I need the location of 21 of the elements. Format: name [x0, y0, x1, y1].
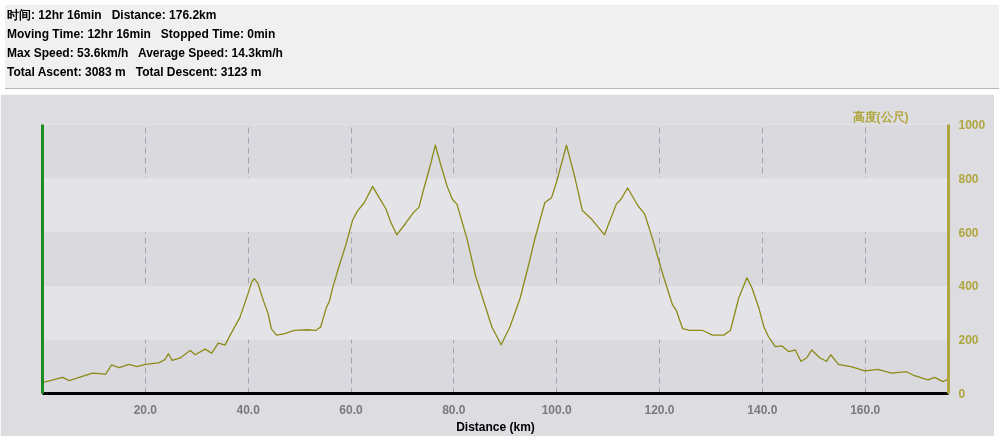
text: 时间: 12hr 16min Distance: 176.2km [7, 7, 218, 24]
x-tick-label: 160.0 [850, 402, 881, 417]
line-series [42, 144, 949, 384]
x-tick-label: 80.0 [442, 402, 466, 417]
x-tick-label: 140.0 [747, 402, 778, 417]
y-tick-label: 800 [958, 171, 979, 186]
y-tick-label: 200 [958, 333, 979, 348]
x-tick-label: 60.0 [339, 402, 364, 417]
x-tick-label: 20.0 [133, 402, 158, 417]
x-axis-title: Distance (km) [456, 419, 535, 434]
y-tick-label: 400 [958, 279, 979, 294]
x-tick-label: 40.0 [236, 402, 261, 417]
x-tick-label: 100.0 [541, 402, 573, 417]
y-axis-title: 高度(公尺) [852, 109, 909, 124]
text: Total Ascent: 3083 m Total Descent: 3123 m [7, 64, 263, 81]
y-tick-label: 600 [958, 225, 979, 240]
text: Moving Time: 12hr 16min Stopped Time: 0min [7, 26, 277, 43]
text: Max Speed: 53.6km/h Average Speed: 14.3km/h [7, 45, 283, 62]
y-tick-label: 0 [958, 387, 966, 401]
x-tick-label: 120.0 [644, 402, 675, 417]
y-tick-label: 1000 [958, 118, 986, 132]
